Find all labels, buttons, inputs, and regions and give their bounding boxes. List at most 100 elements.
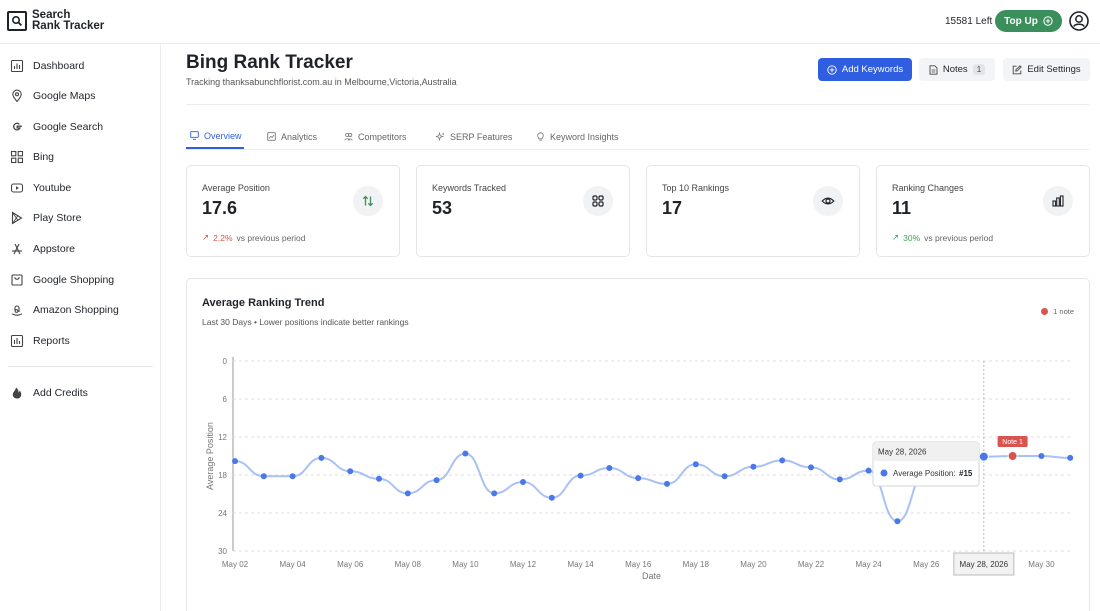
stat-card-average-position: Average Position 17.6 ↗ 2.2% vs previous…	[186, 165, 400, 257]
y-axis-label: Average Position	[205, 422, 215, 490]
sidebar-item-amazon-shopping[interactable]: Amazon Shopping	[10, 300, 119, 320]
brand-name: Search Rank Tracker	[32, 9, 105, 32]
card-label: Average Position	[202, 183, 270, 193]
add-keywords-button[interactable]: Add Keywords	[818, 58, 912, 81]
tab-bar: Overview Analytics Competitors SERP Feat…	[186, 124, 1089, 150]
sidebar-item-add-credits[interactable]: Add Credits	[10, 383, 88, 403]
stat-card-top-10-rankings: Top 10 Rankings 17	[646, 165, 860, 257]
edit-settings-label: Edit Settings	[1027, 64, 1081, 75]
user-profile-icon[interactable]	[1069, 11, 1089, 31]
notes-label: Notes	[942, 64, 968, 75]
data-point	[376, 475, 382, 482]
sidebar-item-youtube[interactable]: Youtube	[10, 178, 71, 198]
tab-keyword-insights[interactable]: Keyword Insights	[536, 124, 619, 149]
data-point	[750, 463, 757, 470]
sidebar: Dashboard Google Maps Google Search Bing…	[0, 44, 161, 611]
x-tick-label: May 12	[510, 560, 537, 569]
sidebar-item-google-shopping[interactable]: Google Shopping	[10, 270, 114, 290]
play-store-icon	[11, 211, 23, 225]
monitor-icon	[190, 131, 199, 140]
legend-label: 1 note	[1053, 307, 1074, 316]
sidebar-item-label: Youtube	[33, 182, 72, 194]
sidebar-item-appstore[interactable]: Appstore	[10, 239, 75, 259]
sidebar-item-label: Google Maps	[33, 90, 96, 102]
card-trend: ↗ 2.2% vs previous period	[202, 232, 305, 243]
y-tick-label: 12	[218, 433, 227, 442]
x-tick-label: May 22	[798, 560, 825, 569]
x-tick-label: May 10	[452, 560, 479, 569]
x-tick-label: May 18	[683, 560, 710, 569]
data-point	[894, 518, 901, 525]
data-point	[692, 461, 699, 468]
map-pin-icon	[12, 89, 22, 103]
y-tick-label: 30	[218, 547, 227, 556]
sidebar-item-google-search[interactable]: Google Search	[10, 117, 103, 137]
stat-card-ranking-changes: Ranking Changes 11 ↗ 30% vs previous per…	[876, 165, 1090, 257]
tab-label: SERP Features	[450, 131, 513, 142]
chart-subtitle: Last 30 Days • Lower positions indicate …	[202, 317, 409, 327]
brand-logo[interactable]: Search Rank Tracker	[7, 9, 105, 32]
eye-icon	[813, 186, 843, 216]
sparkles-icon	[436, 132, 445, 141]
note-annotation-tag	[997, 436, 1028, 447]
sidebar-item-label: Appstore	[33, 243, 76, 255]
youtube-icon	[10, 183, 24, 193]
shopping-bag-icon	[11, 274, 23, 286]
data-point	[289, 473, 296, 480]
data-point	[808, 464, 814, 471]
sidebar-item-label: Bing	[33, 151, 55, 163]
tab-competitors[interactable]: Competitors	[344, 124, 407, 149]
trend-up-arrow-icon: ↗	[202, 232, 210, 242]
tab-label: Analytics	[281, 131, 318, 142]
tab-analytics[interactable]: Analytics	[267, 124, 317, 149]
x-tick-label: May 14	[567, 560, 594, 569]
sidebar-item-play-store[interactable]: Play Store	[10, 208, 81, 228]
bing-icon	[10, 150, 24, 164]
data-point	[347, 468, 354, 475]
data-point	[865, 467, 872, 474]
sidebar-divider	[8, 366, 153, 367]
tooltip-header	[873, 442, 979, 461]
top-up-label: Top Up	[1004, 15, 1038, 27]
data-point	[1067, 454, 1074, 461]
x-tick-label: May 30	[1028, 560, 1055, 569]
tab-overview[interactable]: Overview	[186, 124, 244, 149]
brand-line-1: Search	[32, 9, 71, 21]
appstore-icon	[12, 243, 22, 255]
document-icon	[929, 64, 938, 75]
header-divider	[186, 104, 1089, 105]
sidebar-item-google-maps[interactable]: Google Maps	[10, 86, 95, 106]
notes-button[interactable]: Notes 1	[919, 58, 995, 81]
data-point	[779, 457, 786, 464]
users-icon	[344, 132, 353, 141]
data-point	[520, 478, 526, 485]
sidebar-item-bing[interactable]: Bing	[10, 147, 54, 167]
chart-legend[interactable]: 1 note	[1041, 307, 1074, 316]
edit-settings-button[interactable]: Edit Settings	[1003, 58, 1090, 81]
tab-serp-features[interactable]: SERP Features	[436, 124, 512, 149]
flame-icon	[12, 387, 22, 399]
sidebar-item-dashboard[interactable]: Dashboard	[10, 56, 84, 76]
sidebar-item-reports[interactable]: Reports	[10, 331, 70, 351]
x-tick-highlight	[953, 552, 1015, 576]
sidebar-item-label: Reports	[33, 335, 70, 347]
tooltip-series-dot	[880, 469, 888, 477]
x-tick-label: May 04	[279, 560, 306, 569]
data-point	[433, 477, 440, 484]
y-tick-label: 24	[218, 509, 227, 518]
tab-label: Competitors	[358, 131, 407, 142]
card-value: 11	[892, 198, 912, 218]
ranking-trend-chart[interactable]: 0 6 12 18 24 30 Average Position Note 1 May 28, …	[187, 279, 1091, 611]
top-up-button[interactable]: Top Up	[995, 10, 1062, 32]
card-trend: ↗ 30% vs previous period	[892, 232, 993, 243]
tab-label: Overview	[204, 130, 242, 141]
x-tick-label: May 20	[740, 560, 767, 569]
notes-count-badge: 1	[972, 64, 986, 75]
grid-icon	[583, 186, 613, 216]
sidebar-item-label: Play Store	[33, 212, 82, 224]
trend-text: vs previous period	[236, 232, 306, 243]
brand-line-2: Rank Tracker	[32, 20, 105, 32]
sidebar-item-label: Google Shopping	[33, 274, 115, 286]
sidebar-item-label: Amazon Shopping	[33, 304, 119, 316]
card-value: 53	[432, 198, 453, 218]
